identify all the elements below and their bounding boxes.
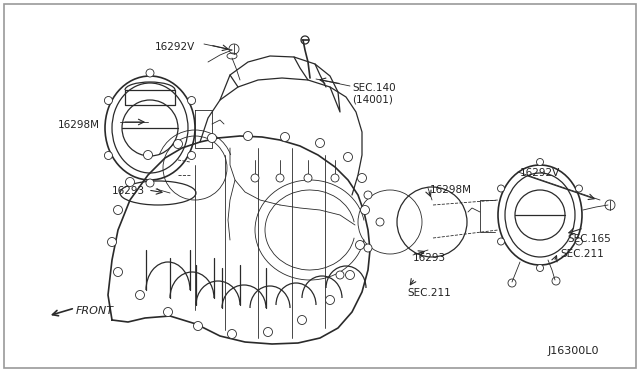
Circle shape [575, 238, 582, 245]
Circle shape [497, 238, 504, 245]
Text: SEC.140: SEC.140 [352, 83, 396, 93]
Circle shape [280, 132, 289, 141]
Circle shape [188, 151, 196, 160]
Circle shape [108, 237, 116, 247]
Circle shape [336, 271, 344, 279]
Circle shape [276, 174, 284, 182]
Circle shape [173, 140, 182, 148]
Circle shape [326, 295, 335, 305]
Circle shape [193, 321, 202, 330]
Text: 16292V: 16292V [520, 168, 560, 178]
Circle shape [360, 205, 369, 215]
Circle shape [316, 138, 324, 148]
Circle shape [497, 185, 504, 192]
Circle shape [331, 174, 339, 182]
Circle shape [355, 241, 365, 250]
Circle shape [358, 173, 367, 183]
Circle shape [146, 179, 154, 187]
Circle shape [113, 205, 122, 215]
Circle shape [536, 264, 543, 272]
Text: SEC.211: SEC.211 [560, 249, 604, 259]
Circle shape [264, 327, 273, 337]
Circle shape [575, 185, 582, 192]
Circle shape [243, 131, 253, 141]
Text: (14001): (14001) [352, 94, 393, 104]
Circle shape [136, 291, 145, 299]
Circle shape [125, 177, 134, 186]
Circle shape [104, 151, 113, 160]
Circle shape [364, 191, 372, 199]
Circle shape [188, 96, 196, 105]
Text: 16292V: 16292V [155, 42, 195, 52]
Text: SEC.165: SEC.165 [567, 234, 611, 244]
Text: J16300L0: J16300L0 [548, 346, 600, 356]
Text: 16298M: 16298M [430, 185, 472, 195]
Circle shape [346, 270, 355, 279]
Circle shape [146, 69, 154, 77]
Circle shape [364, 244, 372, 252]
Circle shape [143, 151, 152, 160]
Circle shape [536, 158, 543, 166]
Circle shape [227, 330, 237, 339]
Circle shape [113, 267, 122, 276]
Text: 16293: 16293 [112, 186, 145, 196]
Circle shape [163, 308, 173, 317]
Text: FRONT: FRONT [76, 306, 114, 316]
Circle shape [251, 174, 259, 182]
Circle shape [344, 153, 353, 161]
Text: SEC.211: SEC.211 [407, 288, 451, 298]
Text: 16293: 16293 [413, 253, 446, 263]
Circle shape [207, 134, 216, 142]
Circle shape [304, 174, 312, 182]
Text: 16298M: 16298M [58, 120, 100, 130]
Circle shape [104, 96, 113, 105]
Circle shape [376, 218, 384, 226]
Circle shape [298, 315, 307, 324]
